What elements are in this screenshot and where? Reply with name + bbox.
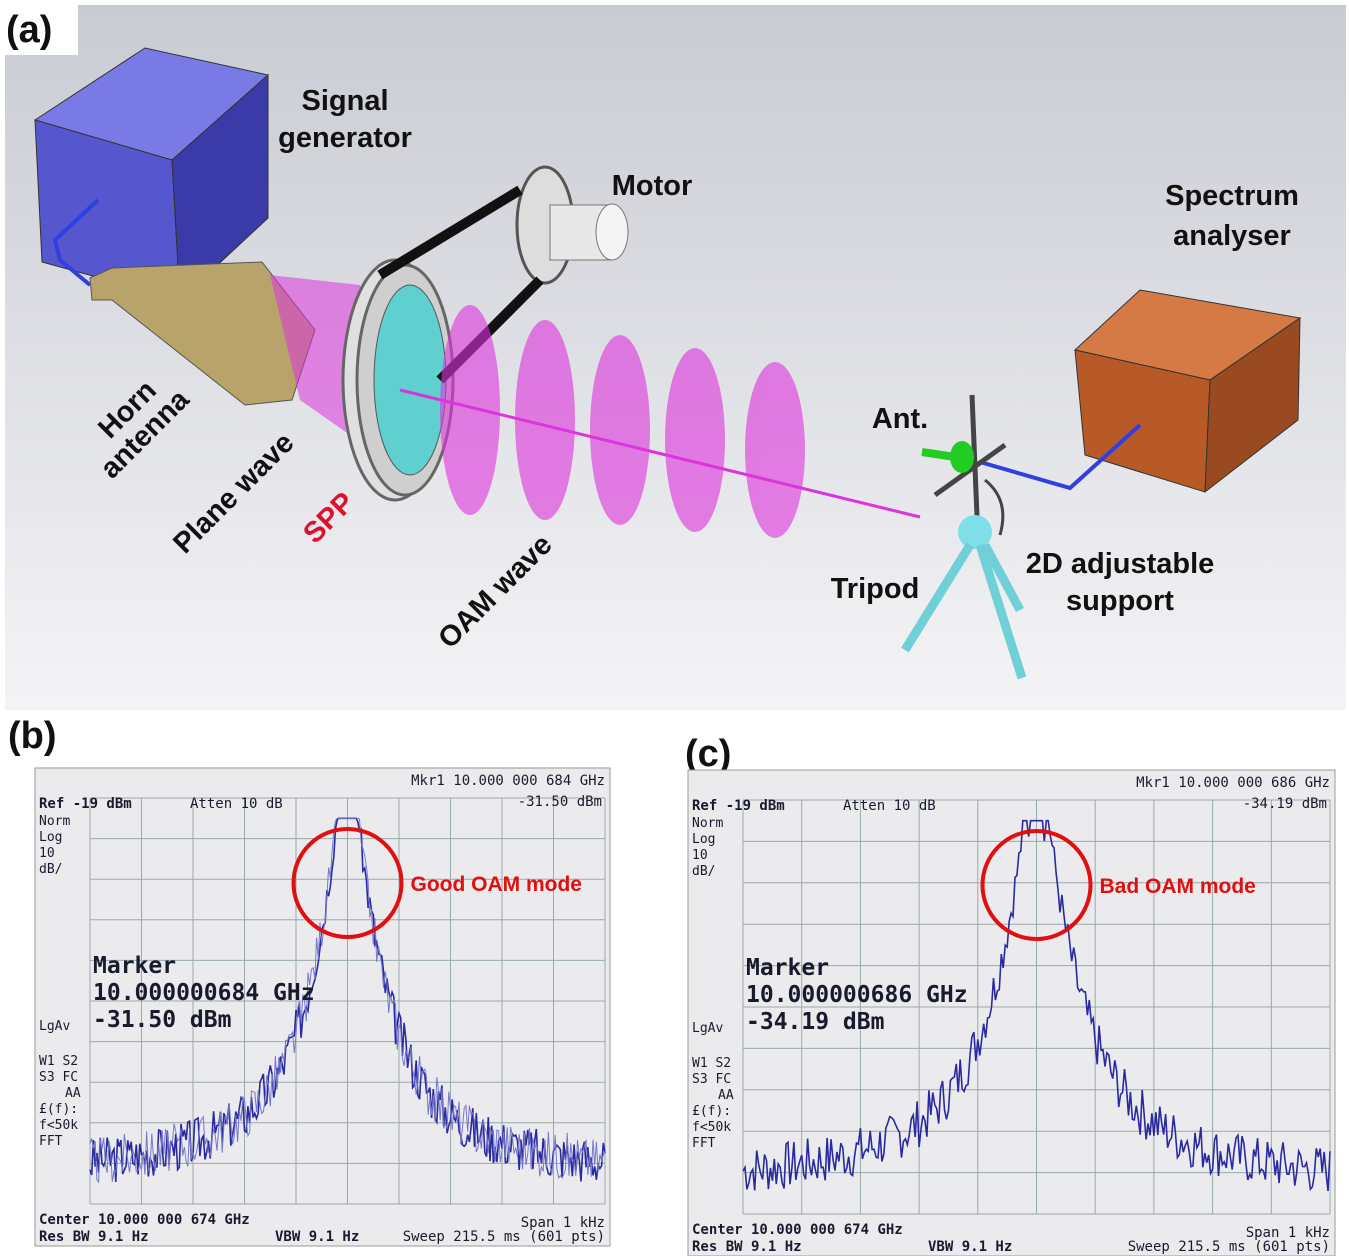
screen-text: Sweep 215.5 ms (601 pts) — [403, 1229, 605, 1245]
screen-text: -34.19 dBm — [1243, 796, 1327, 812]
label: Ant. — [872, 403, 928, 435]
screen-text: Log — [692, 832, 715, 847]
screen-text: Atten 10 dB — [843, 798, 936, 814]
helix-turn — [745, 362, 805, 538]
screen-text: £(f): — [692, 1104, 731, 1119]
label: Spectrum — [1165, 180, 1299, 212]
label: generator — [278, 122, 412, 154]
screen-text: Ref -19 dBm — [692, 798, 785, 814]
panel-label: (a) — [6, 9, 52, 51]
helix-turn — [665, 348, 725, 532]
panel-label: (b) — [8, 715, 57, 757]
spp — [374, 285, 446, 475]
screen-text: Marker — [746, 955, 829, 981]
screen-text: S3 FC — [39, 1070, 78, 1085]
screen-text: Sweep 215.5 ms (601 pts) — [1128, 1239, 1330, 1255]
screens: (b) Ref -19 dBm Atten 10 dB Mkr1 10.000 000… — [8, 715, 1335, 1256]
screen-text: VBW 9.1 Hz — [275, 1229, 359, 1245]
screen-text: Center 10.000 000 674 GHz — [692, 1222, 903, 1238]
label: 2D adjustable — [1026, 548, 1215, 580]
panel-label: (c) — [685, 733, 731, 775]
screen-text: -31.50 dBm — [93, 1007, 231, 1033]
screen-text: Res BW 9.1 Hz — [39, 1229, 149, 1245]
annotation: Good OAM mode — [411, 873, 583, 896]
screen-text: AA — [65, 1086, 81, 1101]
motor-end — [596, 204, 628, 260]
figure: (a) Signal generator Motor Spectrum anal… — [0, 0, 1349, 1256]
screen-text: AA — [718, 1088, 734, 1103]
ball — [958, 515, 992, 549]
screen-text: LgAv — [692, 1021, 723, 1036]
screen-text: S3 FC — [692, 1072, 731, 1087]
screen-text: -31.50 dBm — [518, 794, 602, 810]
screen-text: 10 — [692, 848, 708, 863]
panel-a: (a) Signal generator Motor Spectrum anal… — [0, 0, 1349, 715]
label: support — [1066, 585, 1174, 617]
screen-text: VBW 9.1 Hz — [928, 1239, 1012, 1255]
screen-text: 10.000000686 GHz — [746, 982, 968, 1008]
screen-text: Center 10.000 000 674 GHz — [39, 1212, 250, 1228]
screen-text: f<50k — [39, 1118, 78, 1133]
screen-text: W1 S2 — [692, 1056, 731, 1071]
screen-text: dB/ — [39, 862, 62, 877]
screen-text: Log — [39, 830, 62, 845]
screen-text: Mkr1 10.000 000 686 GHz — [1136, 775, 1330, 791]
screen-text: Atten 10 dB — [190, 796, 283, 812]
label: Tripod — [831, 573, 920, 605]
label: Motor — [612, 170, 693, 202]
screen-text: Norm — [39, 814, 70, 829]
helix-turn — [440, 305, 500, 515]
screen-text: Marker — [93, 953, 176, 979]
screen-text: 10 — [39, 846, 55, 861]
screen-text: f<50k — [692, 1120, 731, 1135]
annotation: Bad OAM mode — [1100, 875, 1256, 898]
screen-text: W1 S2 — [39, 1054, 78, 1069]
screen-text: -34.19 dBm — [746, 1009, 884, 1035]
screen-text: Mkr1 10.000 000 684 GHz — [411, 773, 605, 789]
screen-text: FFT — [692, 1136, 716, 1151]
screen-text: 10.000000684 GHz — [93, 980, 315, 1006]
screen-text: Norm — [692, 816, 723, 831]
screen-text: dB/ — [692, 864, 715, 879]
antenna — [922, 452, 955, 457]
helix-turn — [590, 335, 650, 525]
screen-text: Res BW 9.1 Hz — [692, 1239, 802, 1255]
screen-text: LgAv — [39, 1019, 70, 1034]
label: analyser — [1173, 220, 1291, 252]
screen-text: FFT — [39, 1134, 63, 1149]
screen-text: £(f): — [39, 1102, 78, 1117]
label: Signal — [301, 85, 388, 117]
screen-text: Ref -19 dBm — [39, 796, 132, 812]
